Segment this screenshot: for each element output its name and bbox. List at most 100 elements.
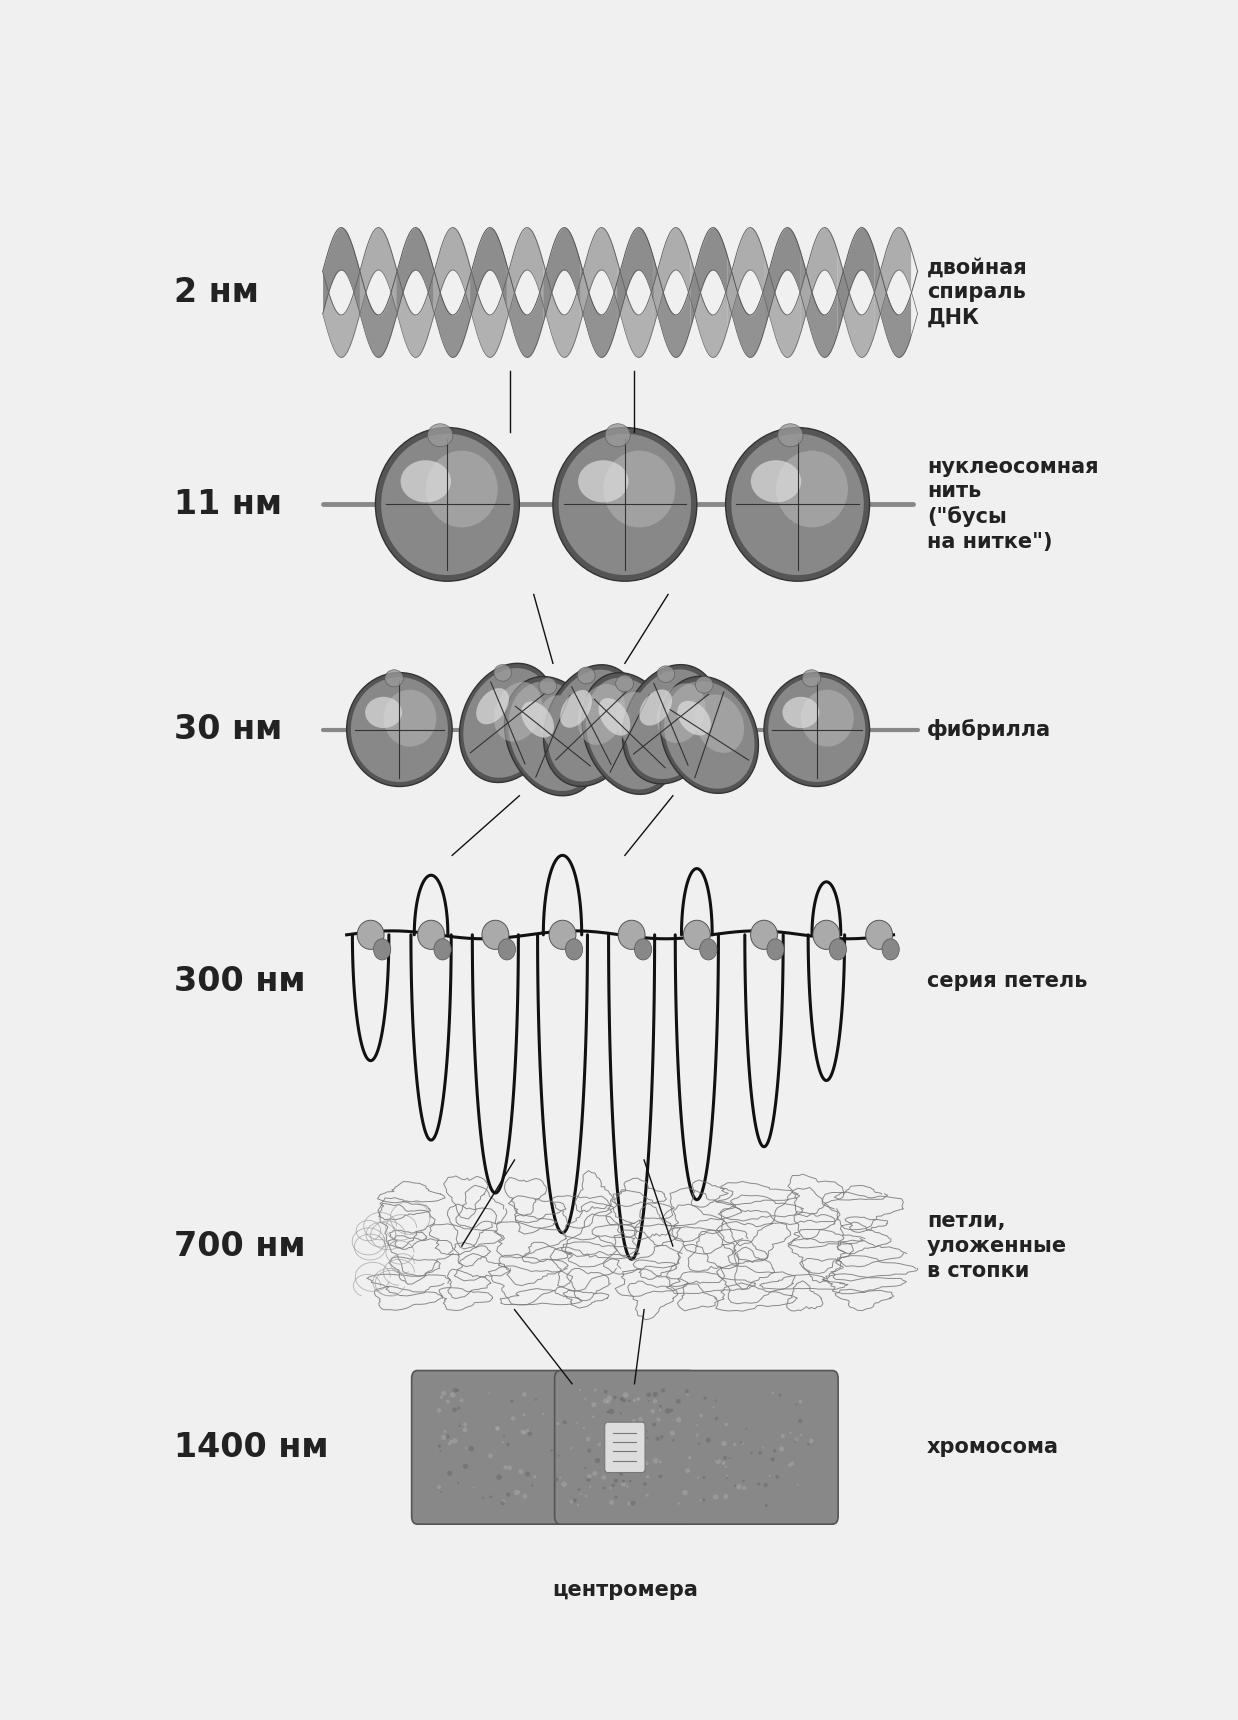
- Ellipse shape: [794, 1438, 799, 1441]
- Ellipse shape: [706, 1438, 711, 1443]
- Ellipse shape: [586, 678, 673, 789]
- Ellipse shape: [623, 664, 719, 784]
- Ellipse shape: [723, 1462, 724, 1465]
- Ellipse shape: [463, 1464, 468, 1469]
- Ellipse shape: [699, 1500, 702, 1502]
- Ellipse shape: [623, 1400, 626, 1402]
- Ellipse shape: [496, 1474, 501, 1481]
- Ellipse shape: [505, 676, 602, 796]
- Ellipse shape: [375, 428, 520, 581]
- Text: 1400 нм: 1400 нм: [173, 1431, 328, 1464]
- Ellipse shape: [441, 1391, 446, 1395]
- Ellipse shape: [639, 1460, 643, 1464]
- Ellipse shape: [652, 1391, 657, 1397]
- Ellipse shape: [443, 1429, 447, 1433]
- Ellipse shape: [539, 695, 587, 755]
- Ellipse shape: [745, 1428, 748, 1429]
- Ellipse shape: [501, 1441, 504, 1443]
- Ellipse shape: [602, 1476, 607, 1479]
- Ellipse shape: [579, 1493, 582, 1495]
- Ellipse shape: [714, 1417, 718, 1421]
- Ellipse shape: [557, 1455, 560, 1457]
- Ellipse shape: [500, 1502, 505, 1505]
- Ellipse shape: [609, 1486, 612, 1490]
- Ellipse shape: [670, 1409, 673, 1412]
- Ellipse shape: [547, 669, 635, 781]
- Text: петли,
уложенные
в стопки: петли, уложенные в стопки: [927, 1211, 1067, 1281]
- Ellipse shape: [494, 664, 511, 681]
- Ellipse shape: [641, 1429, 646, 1434]
- Ellipse shape: [482, 1496, 484, 1498]
- Ellipse shape: [776, 451, 848, 528]
- Ellipse shape: [617, 691, 664, 753]
- Ellipse shape: [542, 1412, 545, 1416]
- Ellipse shape: [539, 678, 557, 695]
- Ellipse shape: [576, 1422, 578, 1424]
- Ellipse shape: [347, 673, 452, 786]
- Ellipse shape: [764, 673, 869, 786]
- Text: нуклеосомная
нить
("бусы
на нитке"): нуклеосомная нить ("бусы на нитке"): [927, 456, 1099, 552]
- Ellipse shape: [385, 669, 404, 686]
- Ellipse shape: [773, 1450, 776, 1453]
- Ellipse shape: [583, 1428, 586, 1429]
- Ellipse shape: [696, 1434, 698, 1438]
- Ellipse shape: [437, 1484, 441, 1490]
- Ellipse shape: [713, 1495, 718, 1500]
- Ellipse shape: [522, 1414, 525, 1417]
- Ellipse shape: [699, 939, 717, 960]
- Ellipse shape: [796, 1484, 799, 1486]
- Ellipse shape: [698, 1443, 701, 1445]
- Ellipse shape: [457, 1483, 459, 1484]
- Ellipse shape: [358, 920, 384, 949]
- Ellipse shape: [644, 1431, 647, 1433]
- Ellipse shape: [578, 1488, 581, 1491]
- Ellipse shape: [578, 1388, 581, 1391]
- Ellipse shape: [716, 1459, 721, 1464]
- Ellipse shape: [794, 1438, 797, 1443]
- Ellipse shape: [384, 690, 436, 746]
- Ellipse shape: [612, 1483, 615, 1488]
- Ellipse shape: [659, 1409, 661, 1410]
- Ellipse shape: [722, 1460, 725, 1464]
- Ellipse shape: [521, 1429, 525, 1434]
- Text: 11 нм: 11 нм: [173, 488, 282, 521]
- Ellipse shape: [463, 1428, 468, 1433]
- Text: 2 нм: 2 нм: [173, 275, 259, 310]
- Ellipse shape: [587, 1477, 591, 1483]
- Ellipse shape: [584, 1467, 587, 1469]
- Ellipse shape: [779, 1393, 781, 1397]
- Ellipse shape: [614, 1457, 617, 1459]
- Ellipse shape: [607, 1410, 609, 1414]
- Ellipse shape: [504, 1465, 508, 1469]
- Ellipse shape: [569, 1500, 573, 1503]
- Ellipse shape: [695, 695, 744, 753]
- Ellipse shape: [608, 1457, 613, 1462]
- Ellipse shape: [670, 1431, 675, 1436]
- Ellipse shape: [686, 1469, 690, 1472]
- Ellipse shape: [634, 1422, 638, 1426]
- Ellipse shape: [560, 690, 592, 728]
- Ellipse shape: [790, 1462, 795, 1465]
- Ellipse shape: [620, 1462, 625, 1469]
- Ellipse shape: [439, 1450, 442, 1452]
- Ellipse shape: [647, 1400, 650, 1402]
- Ellipse shape: [626, 669, 716, 779]
- Ellipse shape: [621, 1479, 625, 1483]
- Ellipse shape: [712, 1407, 714, 1409]
- Ellipse shape: [802, 669, 821, 686]
- Ellipse shape: [417, 920, 444, 949]
- Ellipse shape: [459, 664, 556, 783]
- Ellipse shape: [535, 1398, 537, 1400]
- Ellipse shape: [808, 1438, 813, 1443]
- Ellipse shape: [620, 1428, 625, 1433]
- Ellipse shape: [628, 1503, 630, 1505]
- Ellipse shape: [577, 1503, 579, 1507]
- Ellipse shape: [438, 1445, 441, 1448]
- Ellipse shape: [630, 1502, 635, 1505]
- Ellipse shape: [732, 433, 864, 574]
- Ellipse shape: [656, 1417, 661, 1421]
- Ellipse shape: [764, 1483, 768, 1488]
- Ellipse shape: [401, 461, 451, 502]
- Ellipse shape: [543, 664, 639, 786]
- Ellipse shape: [722, 1441, 727, 1447]
